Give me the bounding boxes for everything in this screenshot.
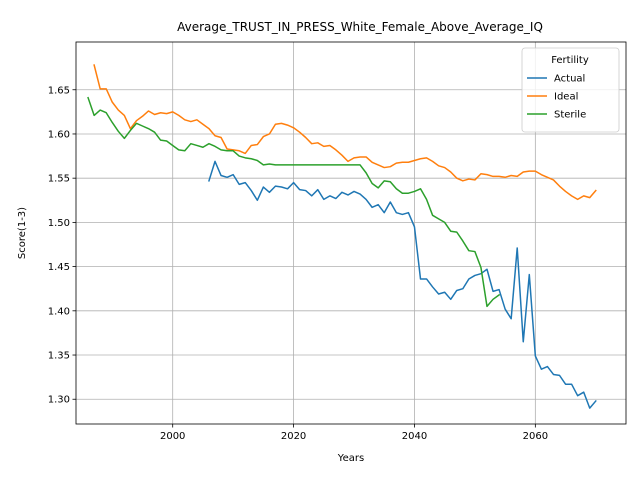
legend-title: Fertility <box>551 55 589 66</box>
x-tick-label: 2000 <box>160 431 185 442</box>
y-tick-label: 1.40 <box>48 306 70 317</box>
x-tick-label: 2040 <box>402 431 427 442</box>
x-tick-label: 2020 <box>281 431 306 442</box>
y-tick-label: 1.45 <box>48 262 70 273</box>
y-axis-title: Score(1-3) <box>17 207 28 259</box>
legend-label-sterile: Sterile <box>554 110 586 121</box>
y-tick-label: 1.30 <box>48 395 70 406</box>
y-tick-label: 1.50 <box>48 218 70 229</box>
chart-title: Average_TRUST_IN_PRESS_White_Female_Abov… <box>177 20 543 34</box>
y-tick-label: 1.60 <box>48 129 70 140</box>
series-line-actual <box>208 160 597 409</box>
series-line-sterile <box>87 96 501 308</box>
series-line-ideal <box>93 64 597 201</box>
axis-ticks: 2000 2020 2040 2060 1.30 1.35 1.40 1.45 1.50 1.55… <box>48 85 548 442</box>
x-tick-label: 2060 <box>523 431 548 442</box>
y-tick-label: 1.35 <box>48 351 70 362</box>
legend-label-actual: Actual <box>554 74 585 85</box>
y-tick-label: 1.65 <box>48 85 70 96</box>
plot-area-frame <box>75 41 627 425</box>
series-lines <box>87 64 597 409</box>
y-tick-label: 1.55 <box>48 174 70 185</box>
legend-box <box>521 47 620 133</box>
legend: Fertility Actual Ideal Sterile <box>521 47 620 133</box>
legend-label-ideal: Ideal <box>554 92 578 103</box>
x-axis-title: Years <box>337 453 364 464</box>
